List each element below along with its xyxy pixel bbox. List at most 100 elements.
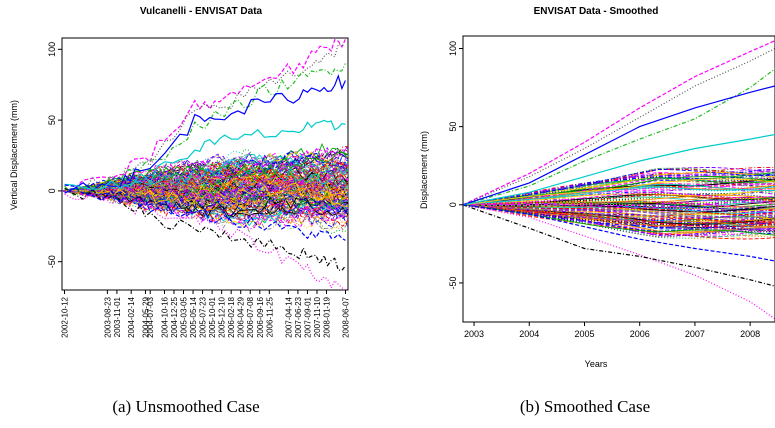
series-line <box>62 190 348 222</box>
x-tick-label: 2006-07-08 <box>246 296 255 337</box>
x-tick-label: 2007-11-10 <box>313 296 322 337</box>
series-line <box>463 202 775 210</box>
caption-b: (b) Smoothed Case <box>519 397 651 416</box>
series-line <box>463 196 775 206</box>
series-line <box>463 204 775 213</box>
x-tick-label: 2008-06-07 <box>342 296 351 337</box>
caption-a: (a) Unsmoothed Case <box>112 397 260 416</box>
y-tick-label: -50 <box>448 276 458 289</box>
x-tick-label: 2005-12-10 <box>218 296 227 337</box>
series-line-highlight <box>64 63 346 196</box>
series-line <box>463 201 775 209</box>
series-line <box>463 167 775 206</box>
x-tick-label: 2006-04-29 <box>237 296 246 337</box>
series-line <box>463 204 775 228</box>
chart-b-title: ENVISAT Data - Smoothed <box>534 6 659 17</box>
series-line <box>463 193 775 206</box>
series-line-highlight <box>463 204 775 287</box>
x-tick-label: 2008 <box>740 329 760 339</box>
x-tick-label: 2005-03-05 <box>180 296 189 337</box>
series-line-highlight <box>463 85 775 206</box>
series-group <box>62 39 348 290</box>
series-line <box>463 168 775 206</box>
series-line <box>62 154 348 192</box>
series-line <box>463 192 775 206</box>
y-tick-label: 100 <box>47 42 57 57</box>
series-line <box>62 190 348 227</box>
series-line <box>463 199 775 207</box>
series-line <box>463 175 775 206</box>
series-line <box>463 204 775 236</box>
x-tick-label: 2008-01-19 <box>323 296 332 337</box>
series-line <box>463 179 775 206</box>
series-line <box>463 204 775 218</box>
x-tick-label: 2005-05-14 <box>189 296 198 337</box>
series-line <box>62 151 348 192</box>
series-line <box>463 204 775 236</box>
chart-b-ylabel: Displacement (mm) <box>419 131 429 209</box>
chart-smoothed: ENVISAT Data - Smoothed Displacement (mm… <box>419 6 775 369</box>
x-tick-label: 2004-10-16 <box>160 296 169 337</box>
x-tick-label: 2004-05-29 <box>141 296 150 337</box>
series-line <box>463 204 775 219</box>
series-line-highlight <box>64 187 346 271</box>
series-line <box>463 204 775 222</box>
chart-b-plot-area: -50 0 50 100 2003 2004 2005 2006 2007 2008 <box>448 35 775 339</box>
series-line <box>463 204 775 224</box>
series-line-highlight <box>64 73 346 194</box>
x-tick-label: 2005-07-23 <box>199 296 208 337</box>
series-line <box>62 169 348 193</box>
series-line <box>463 204 775 215</box>
series-line-highlight <box>64 43 346 195</box>
series-line <box>463 198 775 206</box>
series-line <box>463 204 775 213</box>
series-line <box>463 204 775 224</box>
x-tick-label: 2004-07-03 <box>146 296 155 337</box>
x-tick-label: 2006-02-18 <box>227 296 236 337</box>
series-line <box>463 172 775 206</box>
series-line-highlight <box>463 133 775 206</box>
series-line <box>62 181 348 207</box>
series-line <box>62 181 348 208</box>
x-tick-label: 2002-10-12 <box>60 296 69 337</box>
x-tick-label: 2006-09-16 <box>256 296 265 337</box>
x-tick-label: 2006 <box>630 329 650 339</box>
series-line <box>463 191 775 206</box>
chart-b-xlabel: Years <box>585 359 608 369</box>
x-tick-label: 2005-10-01 <box>208 296 217 337</box>
y-tick-label: 0 <box>47 188 57 193</box>
chart-a-title: Vulcanelli - ENVISAT Data <box>140 6 263 17</box>
x-tick-label: 2007 <box>685 329 705 339</box>
series-line <box>463 168 775 206</box>
series-line <box>62 166 348 195</box>
series-line <box>62 190 348 230</box>
x-tick-label: 2004-02-14 <box>127 296 136 337</box>
series-line <box>463 183 775 206</box>
y-tick-label: -50 <box>47 255 57 268</box>
series-line-highlight <box>463 40 775 206</box>
series-group <box>463 40 775 320</box>
x-tick-label: 2003 <box>464 329 484 339</box>
series-line <box>463 189 775 206</box>
x-tick-label: 2007-09-01 <box>303 296 312 337</box>
series-line <box>463 204 775 232</box>
series-line <box>463 171 775 206</box>
series-line-highlight <box>463 47 775 206</box>
series-line-highlight <box>64 39 346 194</box>
series-line <box>463 204 775 236</box>
series-line <box>62 178 348 204</box>
chart-a-plot-area: -50 0 50 100 2002-10-12 2003-08-23 2003-11-01 2… <box>47 37 351 338</box>
x-tick-label: 2004 <box>519 329 539 339</box>
x-tick-label: 2004-12-25 <box>170 296 179 337</box>
x-tick-label: 2006-11-25 <box>265 296 274 337</box>
chart-a-ylabel: Vertical Displacement (mm) <box>9 100 19 210</box>
series-line <box>62 149 348 192</box>
y-tick-label: 0 <box>448 202 458 207</box>
series-line <box>463 174 775 206</box>
series-line <box>463 180 775 206</box>
series-line <box>463 177 775 206</box>
y-tick-label: 50 <box>448 122 458 132</box>
series-line <box>62 182 348 203</box>
series-line <box>463 204 775 238</box>
x-tick-label: 2003-11-01 <box>113 296 122 337</box>
